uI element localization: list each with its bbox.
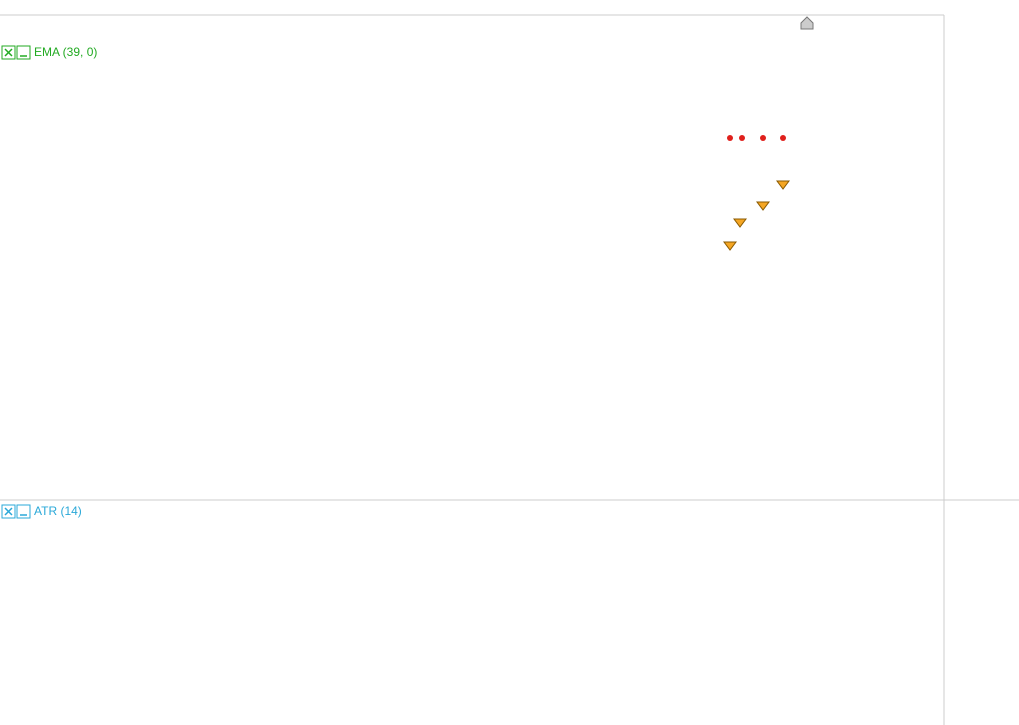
- alert-dot: [780, 135, 786, 141]
- minimize-button[interactable]: [16, 504, 31, 519]
- alert-dot: [760, 135, 766, 141]
- legend-label: EMA (39, 0): [34, 45, 97, 59]
- atr-legend: ATR (14): [1, 504, 82, 519]
- close-icon: [4, 507, 13, 516]
- legend-label: ATR (14): [34, 504, 82, 518]
- alert-dot: [739, 135, 745, 141]
- close-icon: [4, 48, 13, 57]
- minimize-button[interactable]: [16, 45, 31, 60]
- signal-marker: [733, 218, 747, 228]
- alert-dot: [727, 135, 733, 141]
- signals: [723, 180, 790, 251]
- scroll-handle[interactable]: [800, 16, 814, 30]
- alert-dots: [727, 135, 786, 141]
- signal-marker: [776, 180, 790, 190]
- ema-legend: EMA (39, 0): [1, 45, 97, 60]
- signal-marker: [756, 201, 770, 211]
- signal-marker: [723, 241, 737, 251]
